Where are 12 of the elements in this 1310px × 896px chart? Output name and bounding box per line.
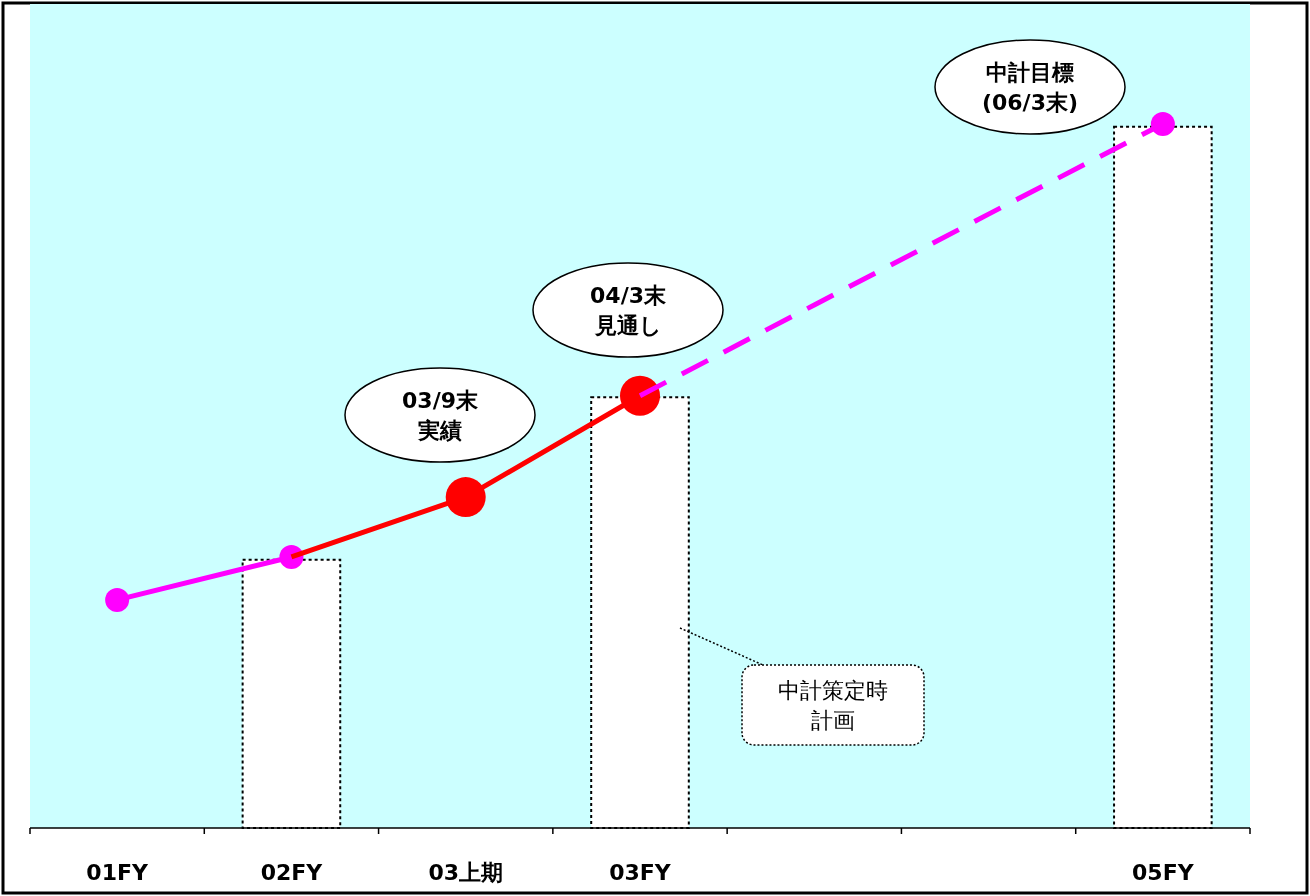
annotation: 04/3末見通し (590, 283, 667, 338)
annotation: 中計策定時計画 (679, 627, 925, 746)
annotation: 03/9末実績 (402, 388, 479, 443)
x-tick-label: 03FY (609, 860, 672, 885)
x-tick-label: 05FY (1132, 860, 1195, 885)
annotation: 中計目標(06/3末) (934, 39, 1126, 135)
annotation: 中計策定時計画 (778, 678, 888, 733)
x-tick-label: 01FY (86, 860, 149, 885)
x-tick-label: 02FY (260, 860, 324, 885)
annotation: 03/9末実績 (344, 367, 536, 463)
annotation: 04/3末見通し (532, 262, 724, 358)
x-tick-label: 03上期 (428, 860, 504, 885)
